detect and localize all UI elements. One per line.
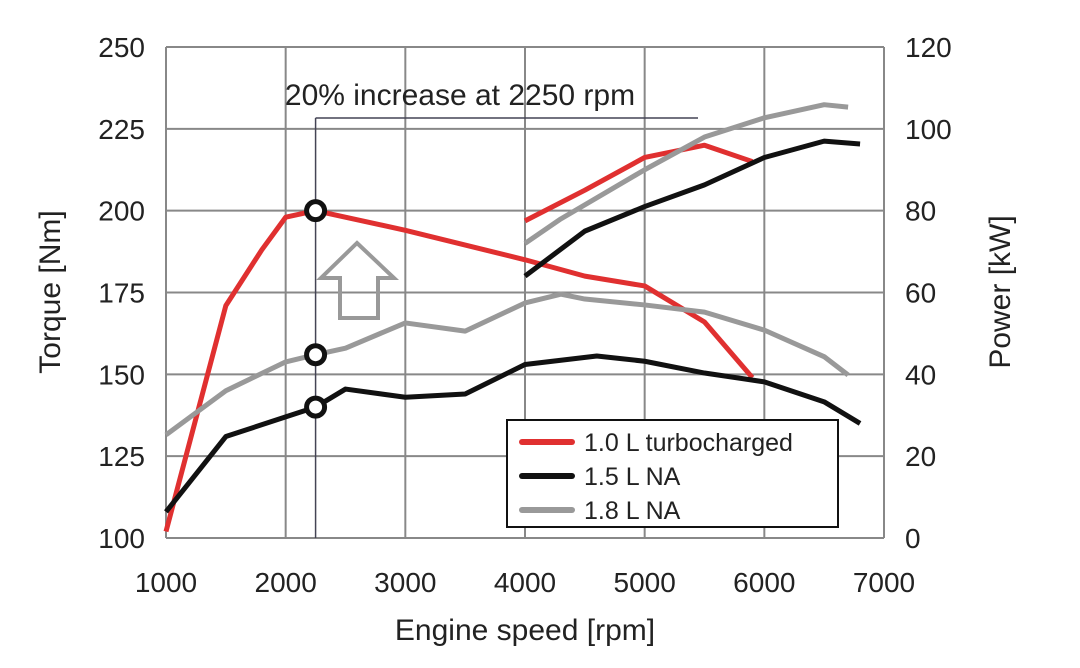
- power-line-1-5-l-na: [523, 138, 861, 279]
- power-line-1-8-l-na: [523, 102, 849, 246]
- x-axis-label: Engine speed [rpm]: [395, 614, 655, 647]
- legend-label: 1.0 L turbocharged: [584, 429, 793, 457]
- power-line-1-0-l-turbocharged: [523, 142, 754, 224]
- y2-tick-label: 0: [905, 523, 921, 554]
- annotation-text: 20% increase at 2250 rpm: [285, 79, 635, 112]
- x-tick-label: 1000: [135, 567, 197, 598]
- series-lines: [163, 102, 862, 533]
- y-tick-label: 100: [98, 523, 145, 554]
- marker-circle: [304, 343, 328, 367]
- x-tick-label: 7000: [853, 567, 915, 598]
- y2-tick-label: 80: [905, 196, 936, 227]
- y2-axis-label: Power [kW]: [984, 215, 1017, 368]
- y-tick-label: 175: [98, 278, 145, 309]
- torque-line-1-5-l-na: [164, 353, 862, 514]
- legend-label: 1.8 L NA: [584, 497, 681, 525]
- x-tick-label: 2000: [255, 567, 317, 598]
- tick-labels: 1000 2000 3000 4000 5000 6000 7000100125150175…: [98, 32, 951, 598]
- y2-tick-label: 20: [905, 441, 936, 472]
- y2-tick-label: 60: [905, 278, 936, 309]
- marker-circle: [304, 395, 328, 419]
- y-tick-label: 250: [98, 32, 145, 63]
- x-tick-label: 6000: [733, 567, 795, 598]
- x-tick-label: 4000: [494, 567, 556, 598]
- y-tick-label: 200: [98, 196, 145, 227]
- y-axis-label: Torque [Nm]: [34, 210, 67, 373]
- grid: [165, 46, 885, 539]
- annotation: [314, 117, 698, 538]
- y2-tick-label: 120: [905, 32, 952, 63]
- up-arrow-icon: [316, 240, 400, 320]
- legend-label: 1.5 L NA: [584, 463, 681, 491]
- marker-circle: [304, 199, 328, 223]
- x-tick-label: 3000: [374, 567, 436, 598]
- legend: 1.0 L turbocharged 1.5 L NA 1.8 L NA: [506, 419, 839, 528]
- y2-tick-label: 40: [905, 359, 936, 390]
- torque-line-1-0-l-turbocharged: [163, 208, 755, 533]
- torque-line-1-8-l-na: [164, 291, 850, 437]
- x-tick-label: 5000: [614, 567, 676, 598]
- y-tick-label: 125: [98, 441, 145, 472]
- markers: [304, 199, 328, 419]
- y-tick-label: 150: [98, 359, 145, 390]
- y-tick-label: 225: [98, 114, 145, 145]
- y2-tick-label: 100: [905, 114, 952, 145]
